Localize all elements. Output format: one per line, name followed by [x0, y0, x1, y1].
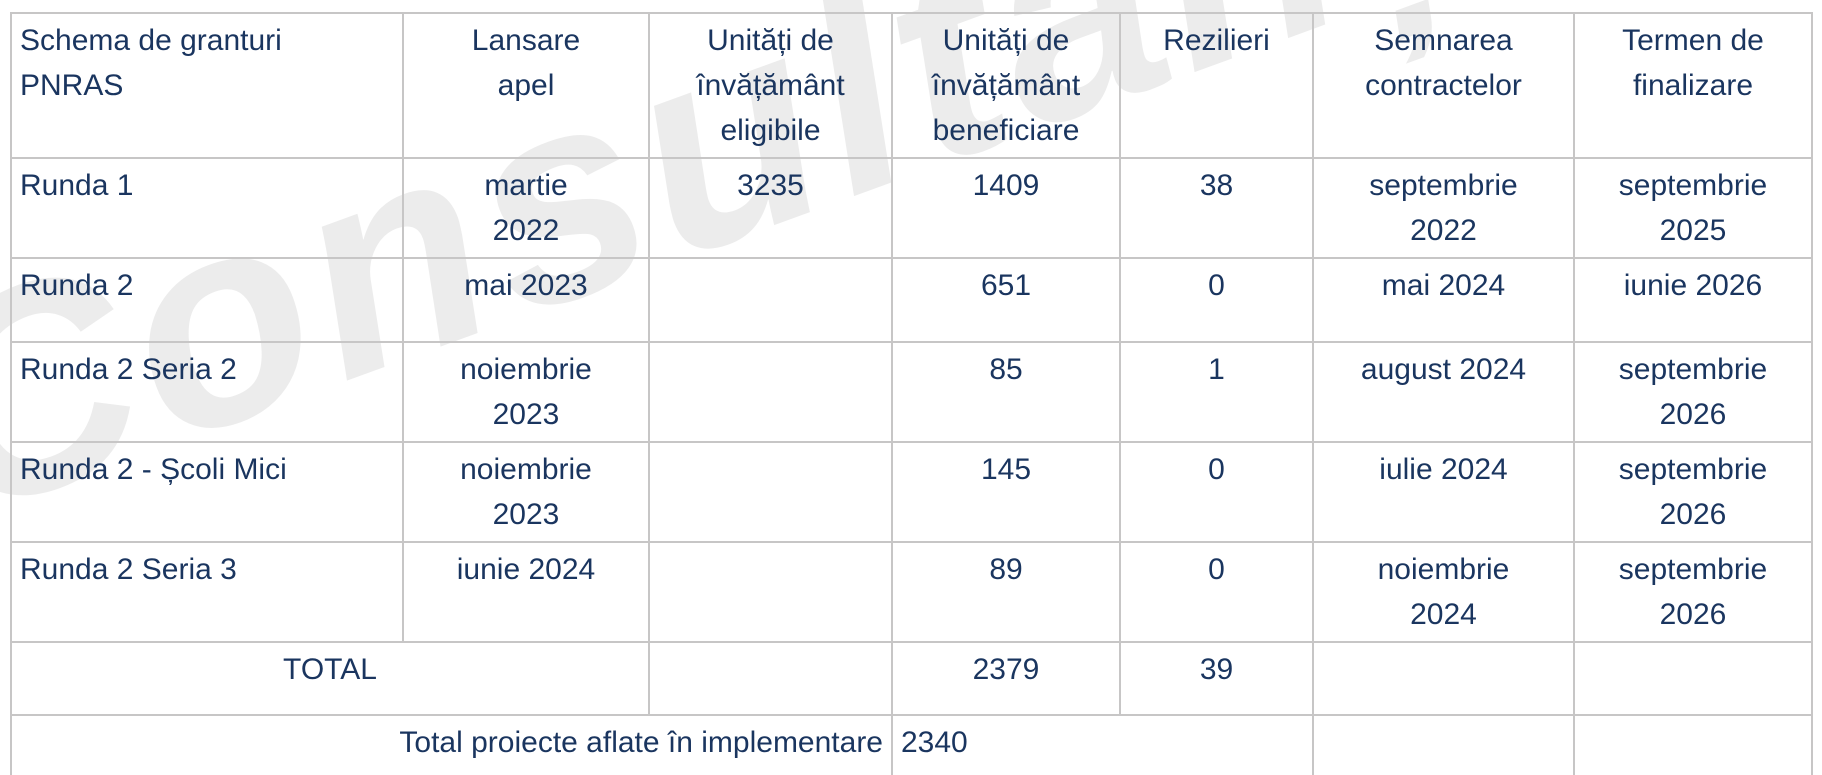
- cell-semnare: septembrie 2022: [1312, 157, 1575, 259]
- cell-rezilieri: 38: [1119, 157, 1314, 259]
- cell-eligibile: [648, 257, 893, 343]
- header-lansare: Lansare apel: [402, 12, 650, 159]
- cell-beneficiare: 89: [891, 541, 1121, 643]
- cell-eligibile: [648, 441, 893, 543]
- cell-rezilieri: 0: [1119, 257, 1314, 343]
- cell-beneficiare: 1409: [891, 157, 1121, 259]
- header-termen: Termen de finalizare: [1573, 12, 1813, 159]
- cell-termen: septembrie 2026: [1573, 441, 1813, 543]
- cell-rezilieri: 0: [1119, 441, 1314, 543]
- total-termen: [1573, 641, 1813, 716]
- table-row-runda-2-seria-2: Runda 2 Seria 2 noiembrie 2023 85 1 augu…: [10, 341, 1813, 443]
- cell-eligibile: [648, 341, 893, 443]
- cell-eligibile: [648, 541, 893, 643]
- table-row-runda-2-seria-3: Runda 2 Seria 3 iunie 2024 89 0 noiembri…: [10, 541, 1813, 643]
- table-row-runda-1: Runda 1 martie 2022 3235 1409 38 septemb…: [10, 157, 1813, 259]
- cell-schema: Runda 2 - Școli Mici: [10, 441, 404, 543]
- footer-value: 2340: [891, 714, 1314, 775]
- cell-rezilieri: 1: [1119, 341, 1314, 443]
- cell-lansare: noiembrie 2023: [402, 341, 650, 443]
- header-semnare: Semnarea contractelor: [1312, 12, 1575, 159]
- cell-semnare: august 2024: [1312, 341, 1575, 443]
- cell-schema: Runda 2: [10, 257, 404, 343]
- table-row-runda-2-scoli-mici: Runda 2 - Școli Mici noiembrie 2023 145 …: [10, 441, 1813, 543]
- header-rezilieri: Rezilieri: [1119, 12, 1314, 159]
- cell-schema: Runda 2 Seria 2: [10, 341, 404, 443]
- cell-lansare: iunie 2024: [402, 541, 650, 643]
- cell-termen: septembrie 2025: [1573, 157, 1813, 259]
- cell-semnare: noiembrie 2024: [1312, 541, 1575, 643]
- cell-beneficiare: 85: [891, 341, 1121, 443]
- cell-lansare: martie 2022: [402, 157, 650, 259]
- header-schema: Schema de granturi PNRAS: [10, 12, 404, 159]
- cell-rezilieri: 0: [1119, 541, 1314, 643]
- footer-empty-cell: [1312, 714, 1575, 775]
- cell-termen: septembrie 2026: [1573, 341, 1813, 443]
- total-label: TOTAL: [10, 641, 650, 716]
- total-eligibile: [648, 641, 893, 716]
- cell-schema: Runda 1: [10, 157, 404, 259]
- cell-semnare: mai 2024: [1312, 257, 1575, 343]
- pnras-grants-table: Schema de granturi PNRAS Lansare apel Un…: [10, 12, 1813, 775]
- total-beneficiare: 2379: [891, 641, 1121, 716]
- table-row-runda-2: Runda 2 mai 2023 651 0 mai 2024 iunie 20…: [10, 257, 1813, 343]
- table-header-row: Schema de granturi PNRAS Lansare apel Un…: [10, 12, 1813, 159]
- cell-lansare: mai 2023: [402, 257, 650, 343]
- table-row-footer: Total proiecte aflate în implementare 23…: [10, 714, 1813, 775]
- cell-semnare: iulie 2024: [1312, 441, 1575, 543]
- cell-eligibile: 3235: [648, 157, 893, 259]
- total-rezilieri: 39: [1119, 641, 1314, 716]
- cell-lansare: noiembrie 2023: [402, 441, 650, 543]
- table-row-total: TOTAL 2379 39: [10, 641, 1813, 716]
- cell-beneficiare: 145: [891, 441, 1121, 543]
- total-semnare: [1312, 641, 1575, 716]
- cell-beneficiare: 651: [891, 257, 1121, 343]
- header-beneficiare: Unități de învățământ beneficiare: [891, 12, 1121, 159]
- footer-label: Total proiecte aflate în implementare: [10, 714, 893, 775]
- cell-termen: septembrie 2026: [1573, 541, 1813, 643]
- footer-ghost-cell: [1573, 714, 1813, 775]
- header-eligibile: Unități de învățământ eligibile: [648, 12, 893, 159]
- cell-schema: Runda 2 Seria 3: [10, 541, 404, 643]
- cell-termen: iunie 2026: [1573, 257, 1813, 343]
